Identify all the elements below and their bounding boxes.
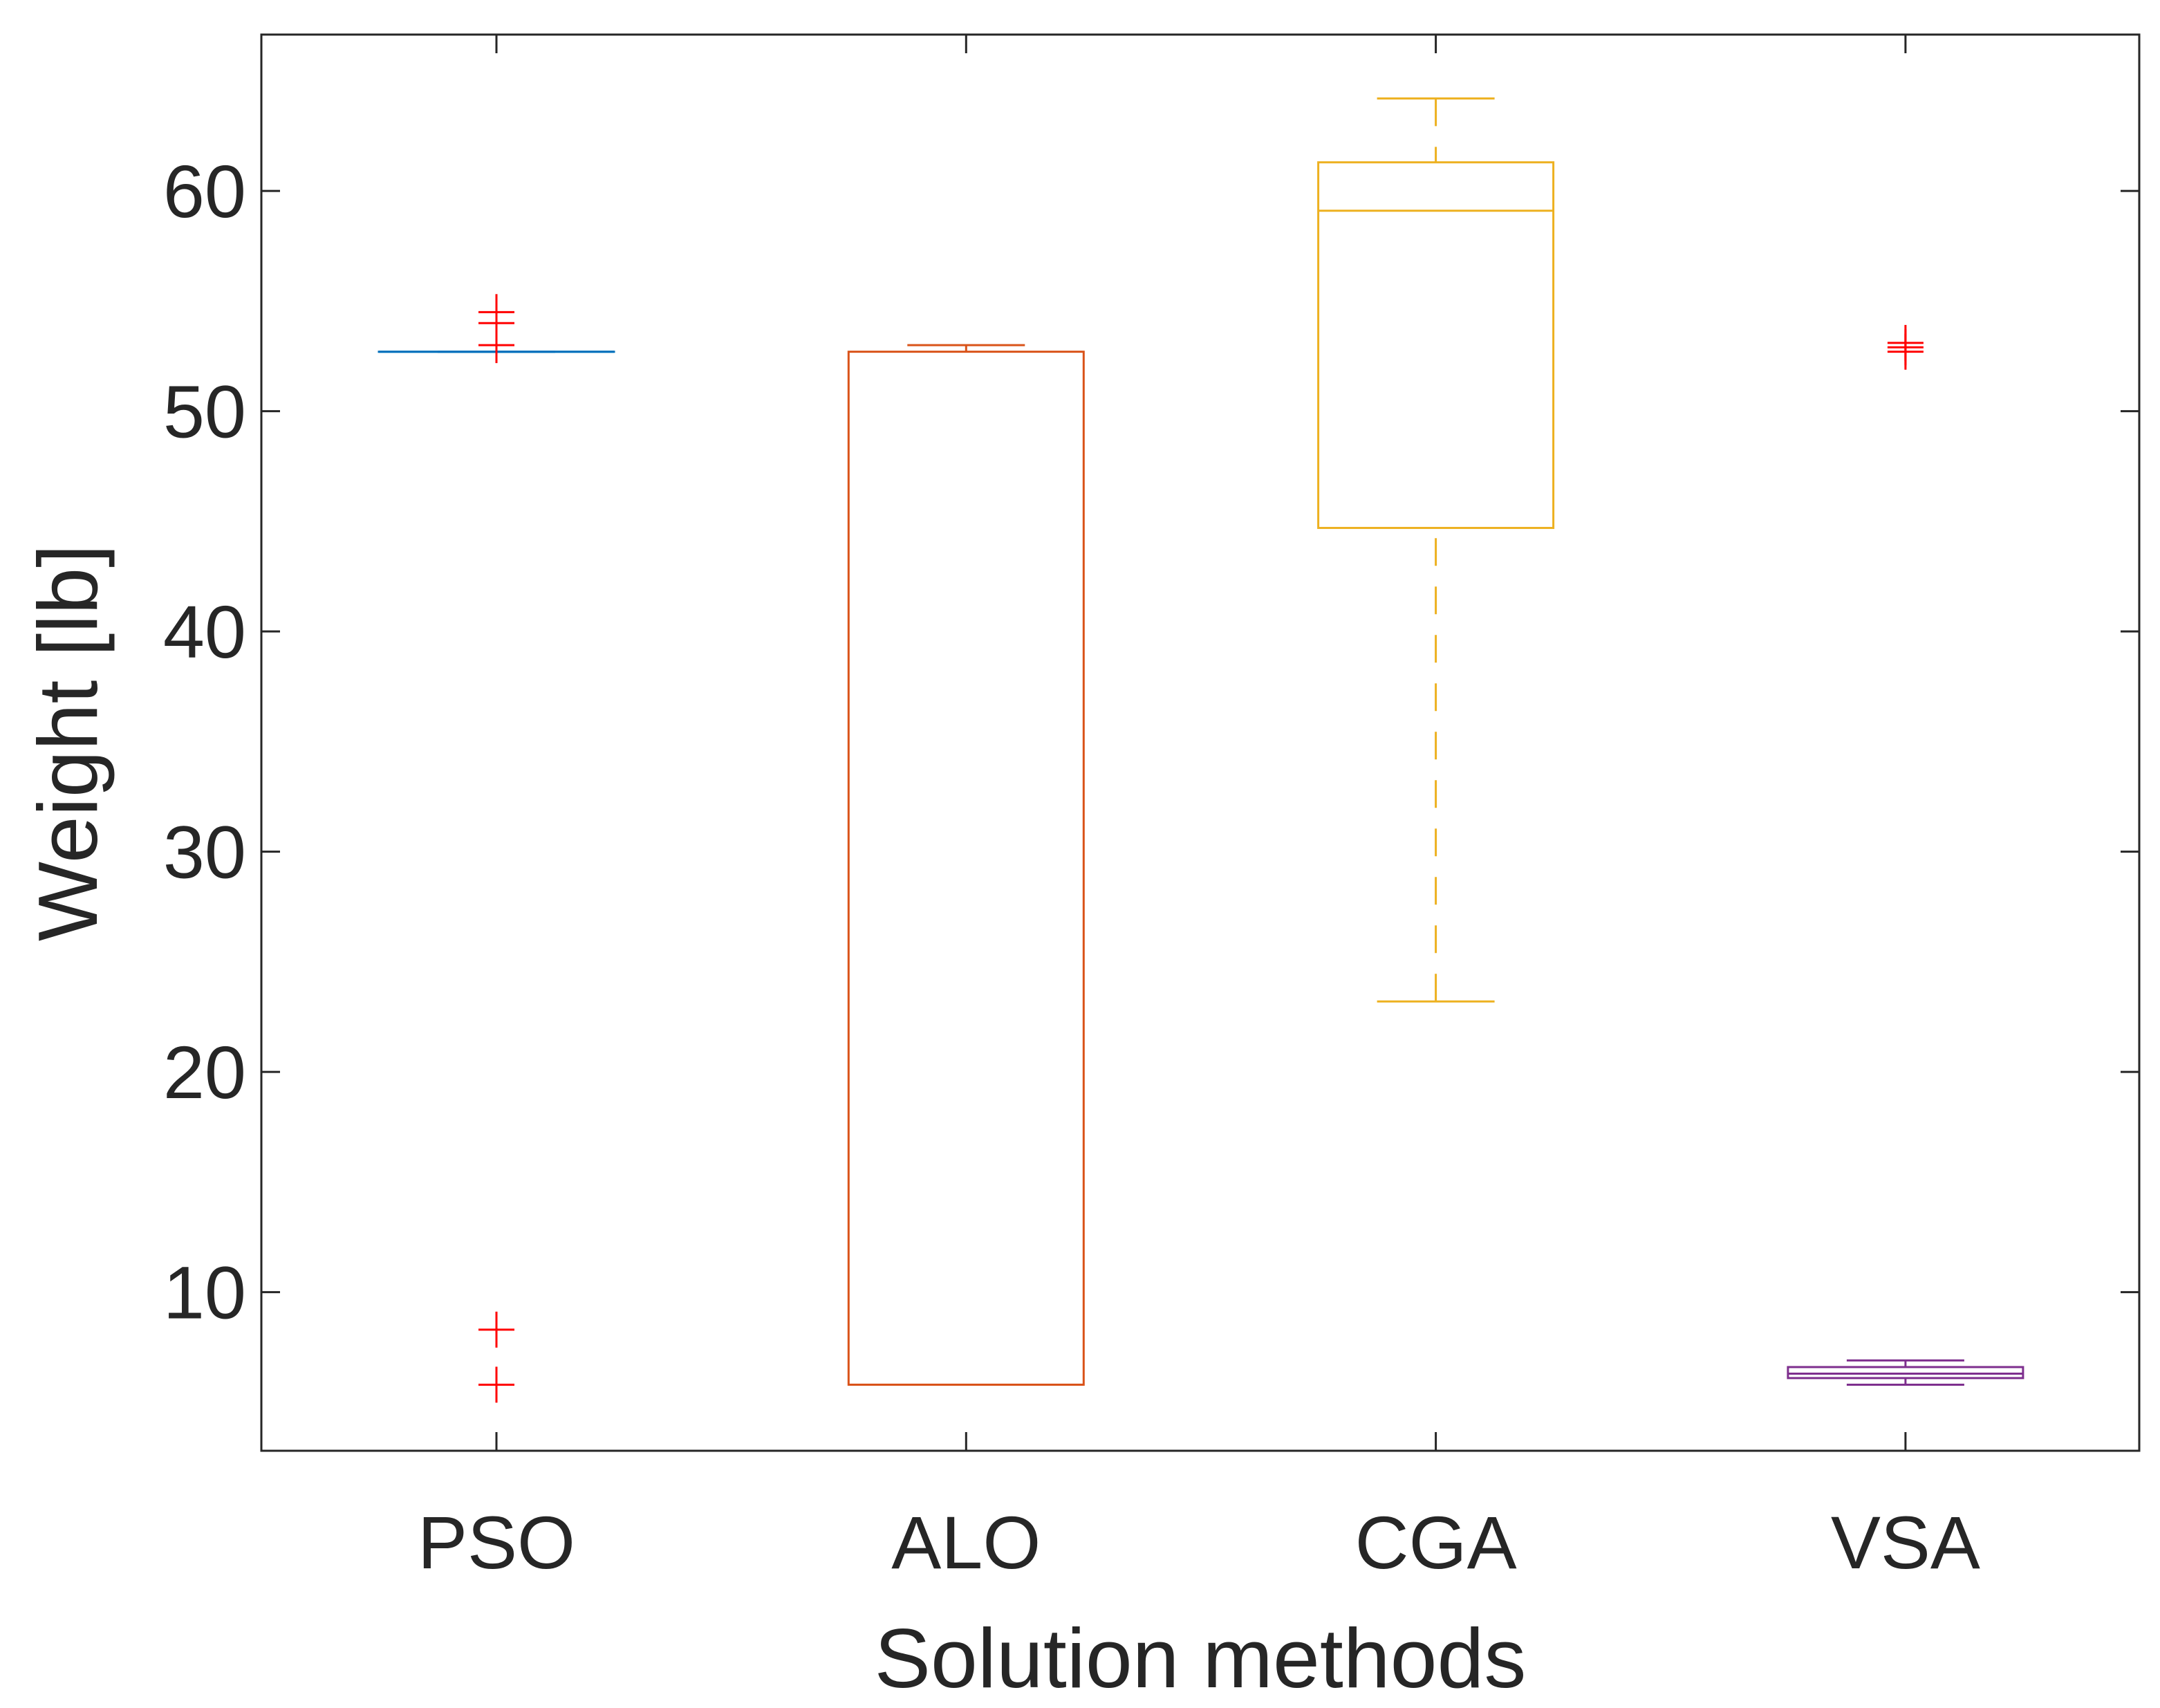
outlier-marker — [478, 1311, 514, 1348]
y-tick-label: 50 — [163, 370, 246, 454]
box-group-pso — [378, 294, 615, 1403]
iqr-box — [1317, 161, 1555, 529]
boxes-layer — [378, 97, 2024, 1403]
outlier-marker — [478, 327, 514, 364]
outlier-marker — [478, 1366, 514, 1403]
y-tick-label: 40 — [163, 590, 246, 674]
y-tick-label: 30 — [163, 810, 246, 894]
box-group-alo — [847, 344, 1085, 1386]
x-axis-title: Solution methods — [875, 1611, 1527, 1705]
outlier-marker — [1887, 333, 1924, 370]
y-tick-label: 10 — [163, 1251, 246, 1335]
box-group-cga — [1317, 97, 1555, 1003]
iqr-box — [1787, 1366, 2024, 1380]
y-tick-label: 20 — [163, 1030, 246, 1114]
ticks-layer: 10 20 30 40 50 60 PSO ALO CGA VSA — [163, 35, 2139, 1584]
x-tick-label-pso: PSO — [418, 1501, 575, 1584]
x-tick-label-alo: ALO — [891, 1501, 1041, 1584]
y-axis-title: Weight [lb] — [21, 544, 115, 941]
plot-area-frame — [260, 33, 2141, 1452]
y-tick-label: 60 — [163, 149, 246, 233]
x-tick-label-vsa: VSA — [1831, 1501, 1980, 1584]
box-group-vsa — [1787, 324, 2024, 1386]
x-tick-label-cga: CGA — [1355, 1501, 1517, 1584]
